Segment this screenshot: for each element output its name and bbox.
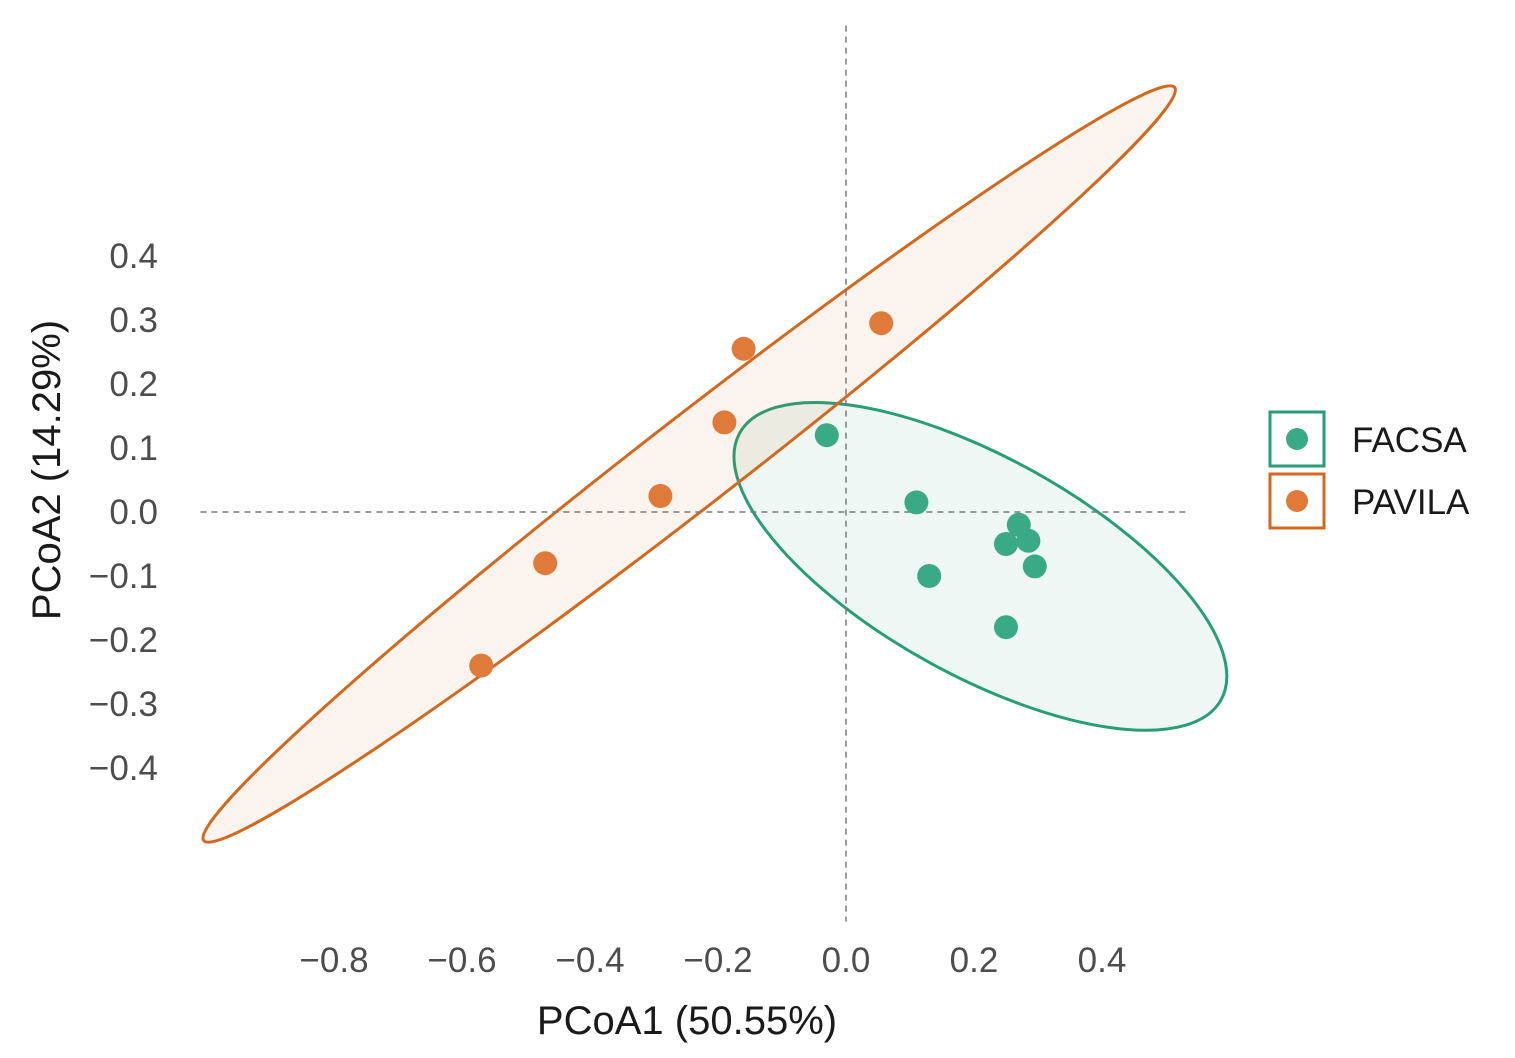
point-pavila-2: [731, 336, 756, 361]
point-pavila-6: [469, 653, 494, 678]
x-axis-ticks: −0.8 −0.6 −0.4 −0.2 0.0 0.2 0.4: [299, 941, 1126, 980]
y-tick-label: 0.4: [109, 237, 158, 276]
point-pavila-3: [712, 410, 737, 435]
legend-label-pavila: PAVILA: [1352, 483, 1470, 522]
y-tick-label: −0.1: [89, 557, 158, 596]
point-facsa-6: [1022, 554, 1047, 579]
point-facsa-1: [814, 423, 839, 448]
point-pavila-1: [869, 311, 894, 336]
point-facsa-2: [904, 490, 929, 515]
legend-key-pavila: [1268, 472, 1326, 530]
y-tick-label: 0.1: [109, 429, 158, 468]
x-axis-title: PCoA1 (50.55%): [537, 999, 837, 1043]
ellipse-pavila: [201, 84, 1177, 844]
point-facsa-7: [917, 564, 942, 588]
x-tick-label: −0.2: [683, 941, 752, 980]
y-tick-label: 0.3: [109, 301, 158, 340]
x-tick-label: 0.0: [822, 941, 871, 980]
confidence-ellipses: [201, 84, 1229, 844]
point-pavila-4: [648, 484, 673, 508]
x-tick-label: −0.6: [427, 941, 496, 980]
point-facsa-4: [994, 532, 1018, 556]
legend-marker-facsa: [1286, 428, 1308, 450]
point-pavila-5: [533, 551, 558, 576]
y-axis-title: PCoA2 (14.29%): [25, 320, 69, 620]
y-tick-label: 0.2: [109, 365, 158, 404]
point-facsa-8: [994, 615, 1018, 640]
x-tick-label: −0.4: [555, 941, 624, 980]
y-axis-ticks: 0.4 0.3 0.2 0.1 0.0 −0.1 −0.2 −0.3 −0.4: [89, 237, 158, 788]
legend-label-facsa: FACSA: [1352, 421, 1467, 460]
ellipse-facsa: [732, 401, 1229, 732]
legend: FACSA PAVILA: [1268, 410, 1470, 530]
point-facsa-5: [1016, 528, 1041, 553]
y-tick-label: −0.2: [89, 621, 158, 660]
x-tick-label: 0.2: [950, 941, 999, 980]
y-tick-label: 0.0: [109, 493, 158, 532]
legend-key-facsa: [1268, 410, 1326, 468]
x-tick-label: −0.8: [299, 941, 368, 980]
y-tick-label: −0.4: [89, 749, 158, 788]
y-tick-label: −0.3: [89, 685, 158, 724]
x-tick-label: 0.4: [1078, 941, 1127, 980]
legend-marker-pavila: [1286, 490, 1308, 512]
data-points: [469, 311, 1047, 678]
